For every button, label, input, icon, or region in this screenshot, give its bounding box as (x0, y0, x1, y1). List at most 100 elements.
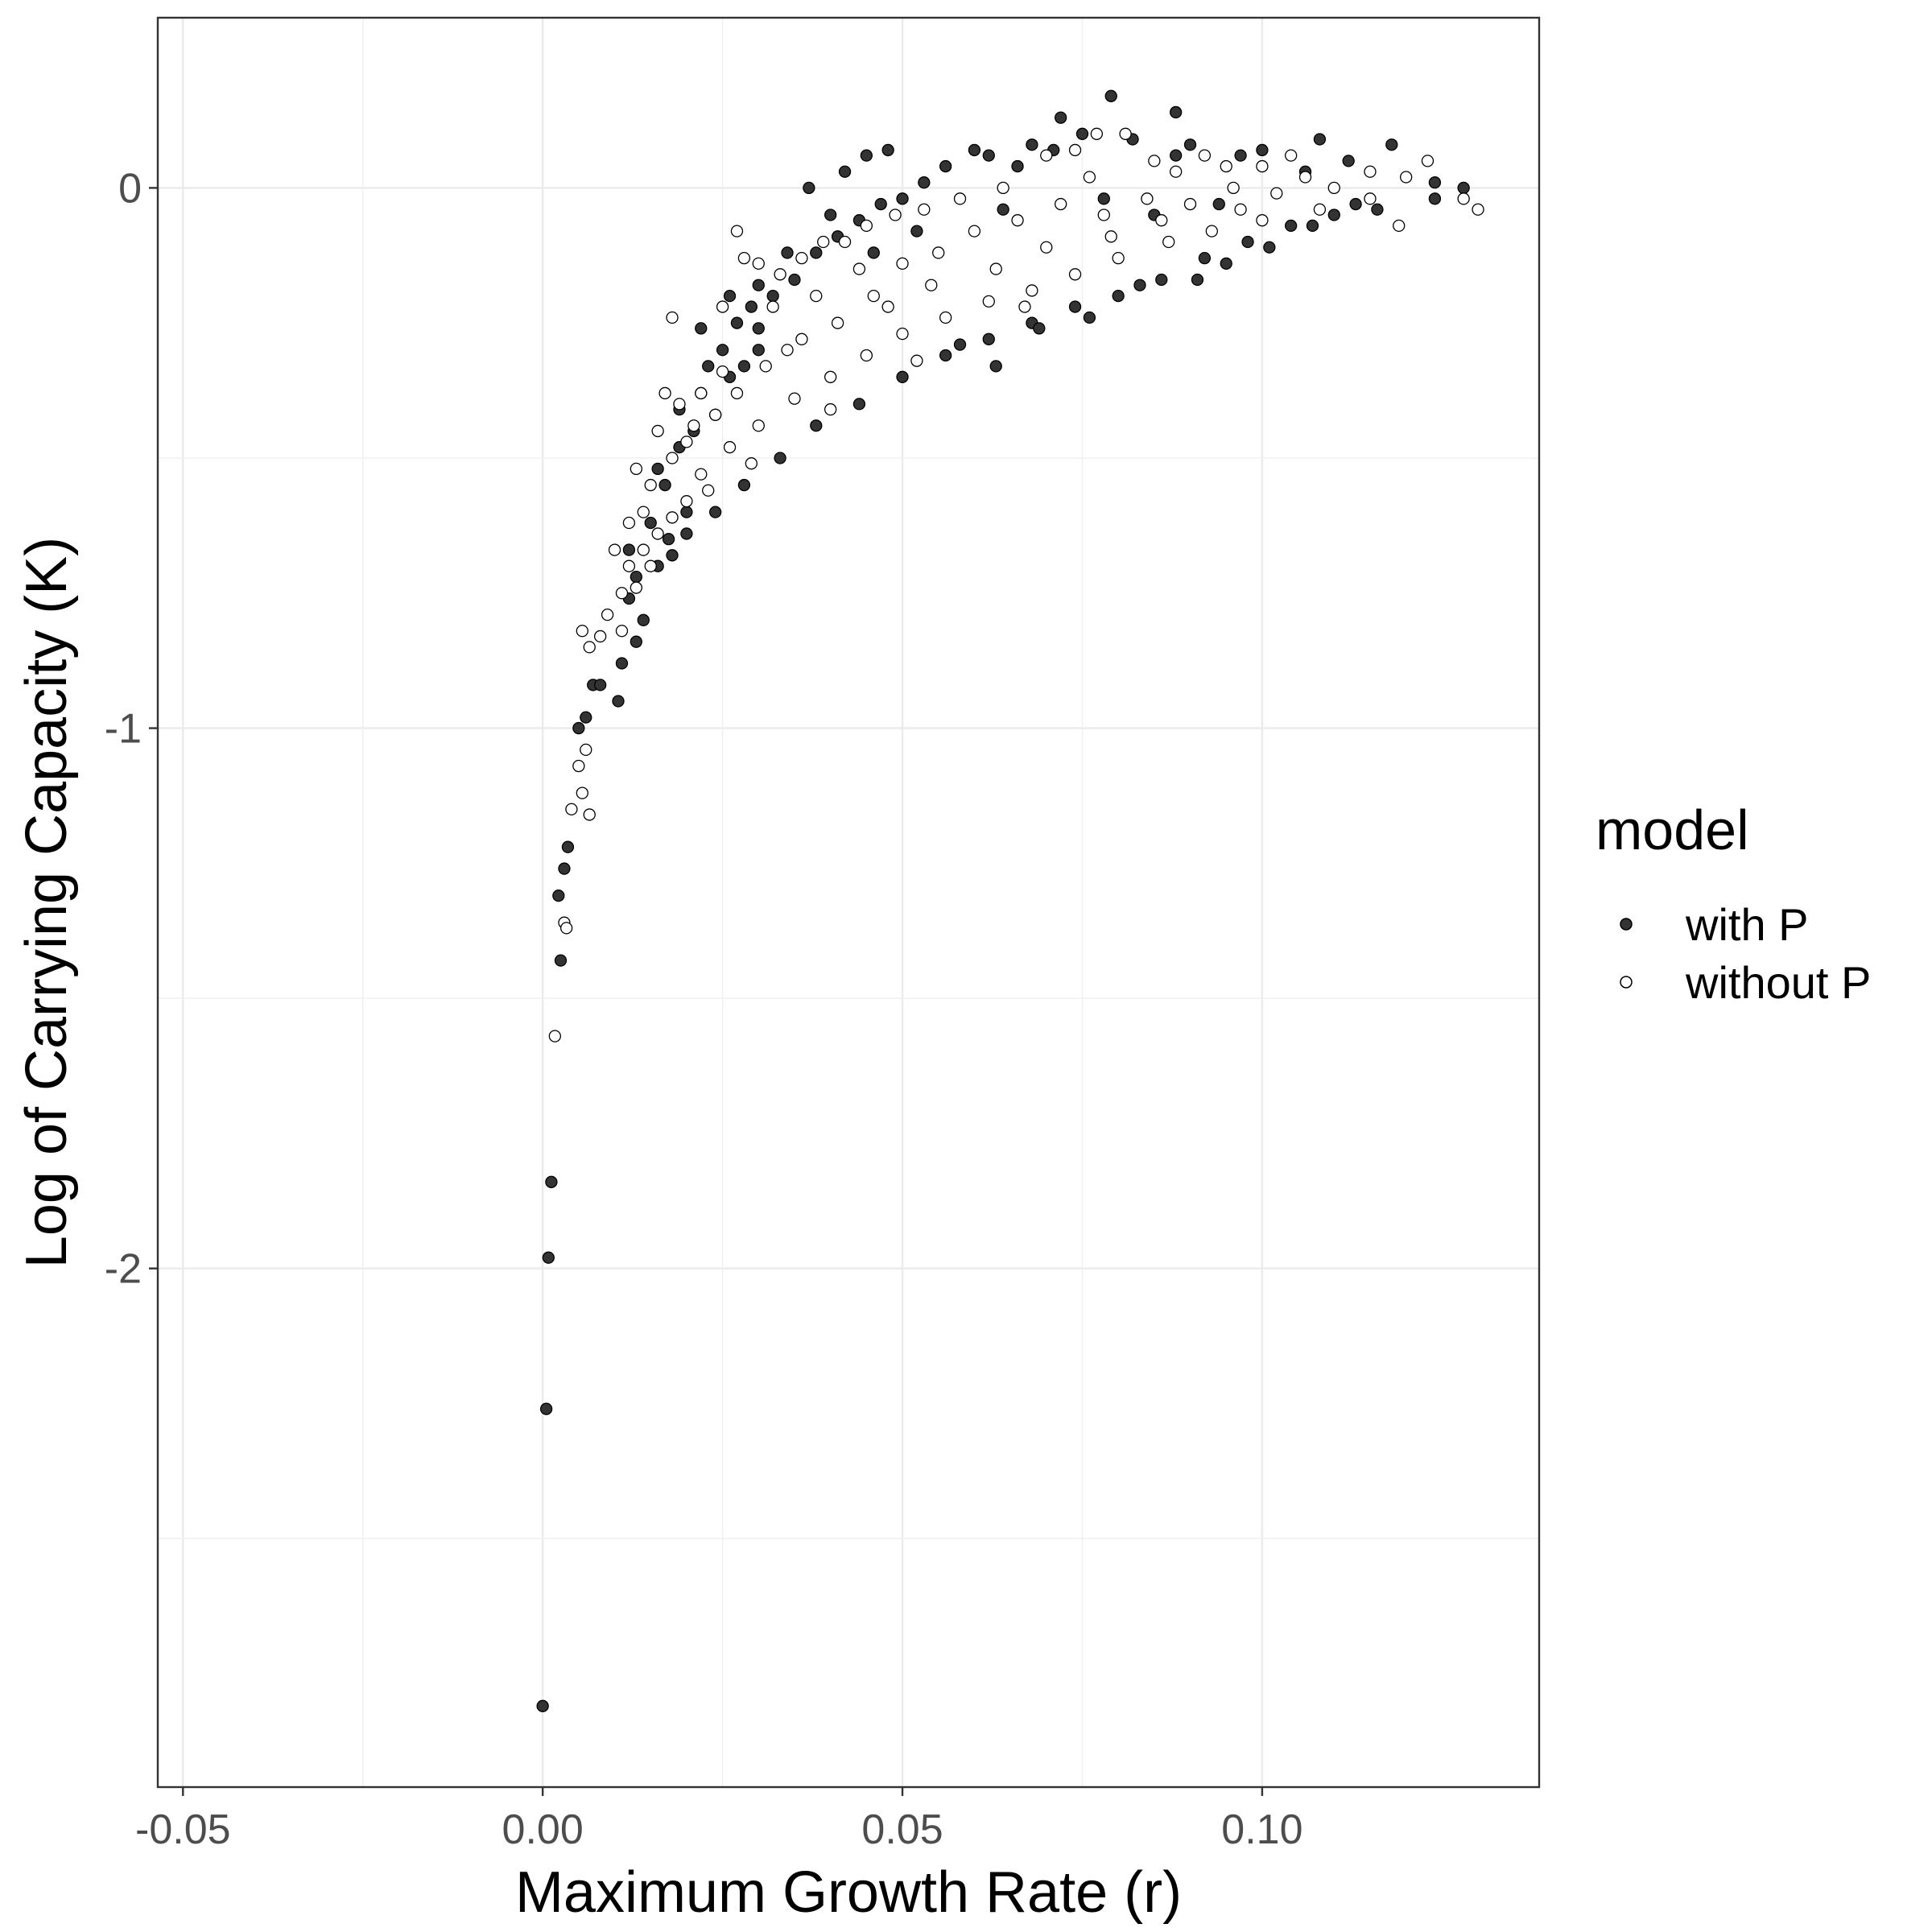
data-point (709, 506, 722, 518)
data-point (680, 527, 693, 540)
legend-key-with-p (1620, 918, 1633, 931)
data-point (1234, 149, 1247, 162)
data-point (637, 613, 650, 626)
data-point (774, 268, 786, 281)
data-point (1298, 171, 1312, 184)
x-tick-label: 0.10 (1221, 1806, 1302, 1853)
data-point (1428, 176, 1442, 189)
data-point (658, 386, 671, 400)
data-point (810, 289, 823, 303)
data-point (989, 262, 1002, 275)
data-point (925, 279, 938, 291)
data-point (608, 543, 621, 556)
data-point (554, 954, 568, 967)
data-point (622, 543, 636, 556)
data-point (910, 354, 923, 367)
data-point (824, 402, 837, 416)
data-point (622, 516, 636, 530)
data-point (558, 862, 571, 875)
data-point (1011, 159, 1024, 173)
data-point (1220, 257, 1232, 270)
data-point (548, 1030, 561, 1042)
data-point (1270, 187, 1283, 200)
minor-gridlines (158, 18, 1539, 1787)
data-point (896, 370, 909, 383)
data-point (561, 840, 575, 853)
data-point (730, 386, 744, 400)
data-point (666, 549, 679, 562)
data-point (612, 695, 625, 708)
data-point (702, 484, 715, 497)
data-point (545, 1175, 558, 1188)
data-point (752, 279, 765, 291)
data-point (1364, 165, 1377, 178)
major-gridlines (158, 18, 1539, 1787)
data-point (1385, 138, 1398, 151)
data-point (630, 570, 642, 584)
data-point (918, 203, 931, 216)
data-point (687, 419, 700, 432)
data-point (702, 360, 715, 373)
data-point (1285, 149, 1298, 162)
data-point (1104, 89, 1117, 102)
data-point (1119, 127, 1132, 140)
data-point (1198, 252, 1212, 265)
data-point (1033, 322, 1046, 335)
data-point (565, 803, 578, 815)
data-point (730, 316, 744, 329)
data-point (666, 511, 679, 524)
data-point (932, 246, 945, 259)
data-point (1170, 105, 1183, 119)
data-point (666, 452, 679, 464)
data-point (680, 436, 693, 448)
data-point (860, 149, 873, 162)
data-point (1090, 127, 1103, 140)
data-point (881, 300, 894, 313)
data-point (1026, 284, 1038, 297)
data-point (630, 462, 642, 476)
data-point (1421, 155, 1435, 167)
data-point (1472, 203, 1484, 216)
x-tick-label: -0.05 (135, 1806, 231, 1853)
data-point (838, 235, 852, 249)
plot-panel-border (156, 16, 1541, 1789)
data-point (716, 300, 729, 313)
data-point (662, 533, 675, 546)
data-point (788, 273, 801, 287)
data-point (896, 192, 909, 205)
data-point (651, 424, 664, 438)
data-point (1191, 273, 1204, 287)
data-point (831, 316, 844, 329)
data-point (695, 468, 708, 481)
data-point (795, 332, 808, 345)
data-point (1011, 214, 1024, 227)
data-point (1097, 192, 1110, 205)
y-tick-label: -1 (105, 706, 142, 753)
data-point (1234, 203, 1247, 216)
data-point (953, 338, 967, 351)
data-point (881, 143, 894, 157)
data-point (982, 295, 995, 308)
data-point (824, 370, 837, 383)
data-point (601, 608, 614, 621)
plot-panel-background (158, 18, 1539, 1787)
data-point (615, 587, 629, 600)
data-point (1400, 171, 1413, 184)
data-point (752, 344, 765, 357)
data-point (1083, 311, 1096, 324)
x-tick-label: 0.00 (502, 1806, 584, 1853)
legend-title: model (1596, 799, 1749, 861)
data-point (552, 889, 565, 902)
data-point (953, 192, 967, 205)
data-point (723, 289, 737, 303)
data-point (781, 246, 794, 259)
data-point (774, 452, 786, 464)
data-point (1263, 241, 1276, 254)
data-point (622, 559, 636, 572)
data-point (1026, 138, 1038, 151)
data-point (752, 322, 765, 335)
data-point (803, 181, 815, 195)
data-point (666, 311, 679, 324)
data-point (1227, 181, 1240, 195)
data-point (1457, 181, 1470, 195)
